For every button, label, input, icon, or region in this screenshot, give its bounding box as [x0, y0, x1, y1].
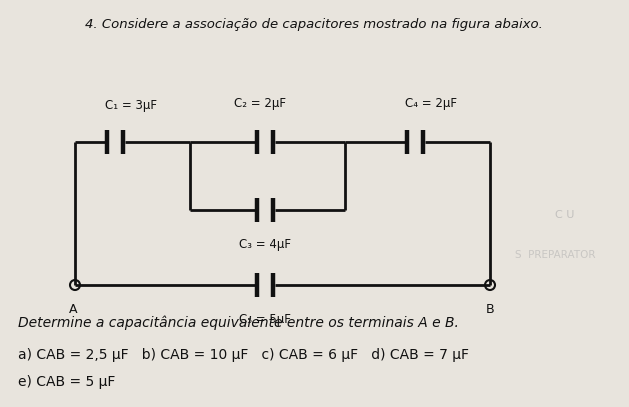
Text: C₁ = 3μF: C₁ = 3μF: [105, 99, 157, 112]
Text: C₄ = 2μF: C₄ = 2μF: [405, 97, 457, 110]
Text: S  PREPARATOR: S PREPARATOR: [515, 250, 595, 260]
Text: C₅ = 5μF: C₅ = 5μF: [239, 313, 291, 326]
Text: C₂ = 2μF: C₂ = 2μF: [234, 97, 286, 110]
Text: A: A: [69, 303, 77, 316]
Text: B: B: [486, 303, 494, 316]
Text: C₃ = 4μF: C₃ = 4μF: [239, 238, 291, 251]
Text: a) CAB = 2,5 μF   b) CAB = 10 μF   c) CAB = 6 μF   d) CAB = 7 μF: a) CAB = 2,5 μF b) CAB = 10 μF c) CAB = …: [18, 348, 469, 362]
Text: Determine a capacitância equivalente entre os terminais A e B.: Determine a capacitância equivalente ent…: [18, 315, 459, 330]
Text: e) CAB = 5 μF: e) CAB = 5 μF: [18, 375, 115, 389]
Text: 4. Considere a associação de capacitores mostrado na figura abaixo.: 4. Considere a associação de capacitores…: [85, 18, 543, 31]
Text: C U: C U: [555, 210, 575, 220]
